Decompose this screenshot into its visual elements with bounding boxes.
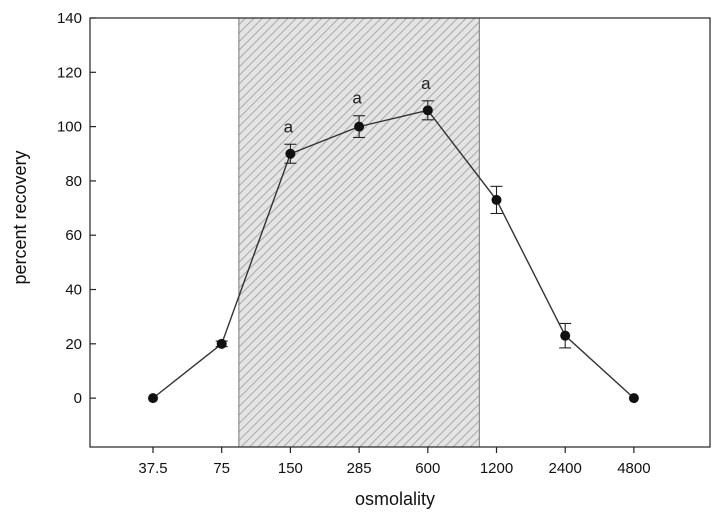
series-line bbox=[152, 109, 635, 399]
data-point bbox=[628, 393, 639, 404]
plot-frame bbox=[89, 17, 711, 448]
x-axis-title: osmolality bbox=[355, 489, 435, 509]
data-point bbox=[491, 194, 502, 205]
data-point bbox=[216, 338, 227, 349]
y-tick-label: 80 bbox=[65, 173, 82, 190]
data-point bbox=[285, 148, 296, 159]
significance-label: a bbox=[284, 117, 294, 136]
shaded-region bbox=[238, 17, 480, 448]
data-point bbox=[422, 105, 433, 116]
y-tick-label: 120 bbox=[57, 64, 82, 81]
y-tick-label: 140 bbox=[57, 10, 82, 27]
y-tick-label: 40 bbox=[65, 282, 82, 299]
y-tick-label: 20 bbox=[65, 336, 82, 353]
x-tick-label: 37.5 bbox=[138, 460, 167, 477]
x-tick-label: 75 bbox=[213, 460, 230, 477]
y-axis-title: percent recovery bbox=[10, 150, 30, 284]
x-tick-label: 4800 bbox=[617, 460, 650, 477]
significance-label: a bbox=[352, 89, 362, 108]
x-tick-label: 1200 bbox=[480, 460, 513, 477]
significance-label: a bbox=[421, 74, 431, 93]
x-tick-label: 150 bbox=[278, 460, 303, 477]
x-tick-label: 285 bbox=[347, 460, 372, 477]
data-point bbox=[148, 393, 158, 404]
y-tick-label: 0 bbox=[74, 390, 82, 407]
y-tick-label: 60 bbox=[65, 227, 82, 244]
x-tick-label: 2400 bbox=[549, 460, 582, 477]
x-tick-label: 600 bbox=[415, 460, 440, 477]
y-tick-label: 100 bbox=[57, 119, 82, 136]
data-point bbox=[560, 330, 571, 341]
data-point bbox=[354, 121, 365, 132]
